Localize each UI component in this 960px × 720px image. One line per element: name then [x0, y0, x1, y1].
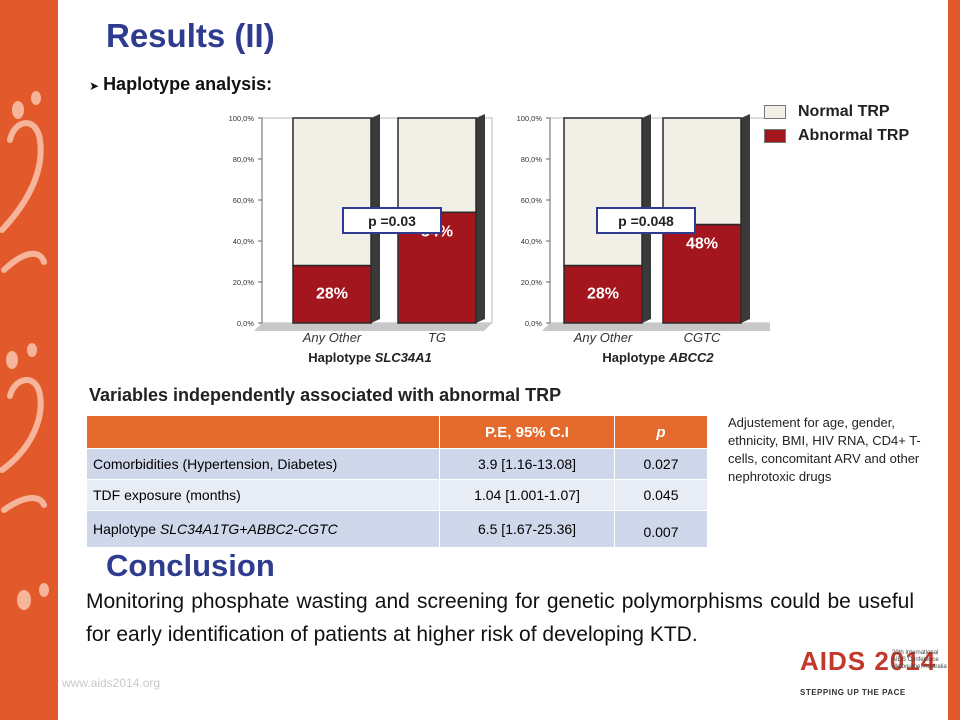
y-tick-label: 80,0%	[233, 155, 255, 164]
x-axis-label: Haplotype SLC34A1	[308, 350, 432, 365]
bar-data-label: 28%	[316, 286, 348, 303]
table-header-row: P.E, 95% C.I p	[86, 415, 708, 449]
website-url: www.aids2014.org	[62, 676, 161, 690]
chart-2: 0,0% 20,0% 40,0% 60,0% 80,0% 100,0% 28% Any Oth…	[517, 114, 770, 365]
chart-floor	[254, 323, 492, 331]
table-row: Haplotype SLC34A1TG+ABBC2-CGTC 6.5 [1.67…	[86, 510, 708, 548]
y-tick-label: 0,0%	[525, 319, 542, 328]
table-cell-variable: Haplotype SLC34A1TG+ABBC2-CGTC	[86, 510, 440, 548]
table-header-p: p	[614, 415, 708, 449]
legend-item-normal: Normal TRP	[764, 100, 909, 124]
haplotype-charts: 0,0% 20,0% 40,0% 60,0% 80,0% 100,0% 28% Any Oth…	[229, 114, 770, 365]
table-header-p-text: p	[656, 423, 666, 441]
table-cell-p: 0.027	[614, 448, 708, 480]
logo-tagline: STEPPING UP THE PACE	[800, 688, 906, 697]
charts-root: 0,0% 20,0% 40,0% 60,0% 80,0% 100,0% 28% Any Oth…	[229, 114, 770, 365]
x-category-label: TG	[428, 330, 446, 345]
table-cell-p: 0.045	[614, 479, 708, 511]
y-tick-label: 0,0%	[237, 319, 254, 328]
table-row: TDF exposure (months) 1.04 [1.001-1.07] …	[86, 479, 708, 511]
variables-title: Variables independently associated with …	[89, 385, 562, 405]
adjustment-note: Adjustement for age, gender, ethnicity, …	[728, 415, 921, 484]
chart-legend: Normal TRP Abnormal TRP	[764, 100, 909, 148]
p-value-label: p =0.03	[368, 213, 416, 229]
table-cell-estimate: 6.5 [1.67-25.36]	[439, 510, 615, 548]
left-decorative-band	[0, 0, 58, 720]
table-cell-p: 0.007	[614, 510, 708, 548]
legend-label-abnormal: Abnormal TRP	[798, 127, 910, 144]
right-decorative-band	[948, 0, 960, 720]
x-axis-label-prefix: Haplotype	[602, 350, 668, 365]
bar-side	[476, 114, 485, 323]
table-row: Comorbidities (Hypertension, Diabetes) 3…	[86, 448, 708, 480]
arrow-bullet-icon: ➤	[89, 79, 100, 93]
y-tick-label: 100,0%	[517, 114, 543, 123]
x-axis-label-gene: ABCC2	[668, 350, 715, 365]
x-category-label: Any Other	[302, 330, 362, 345]
table-header-estimate: P.E, 95% C.I	[439, 415, 615, 449]
y-tick-label: 20,0%	[521, 278, 543, 287]
x-category-label: Any Other	[573, 330, 633, 345]
footprints-decoration	[0, 91, 49, 610]
table-header-variable	[86, 415, 440, 449]
y-tick-label: 40,0%	[233, 237, 255, 246]
legend-swatch-abnormal	[764, 129, 786, 143]
slide-title: Results (II)	[106, 17, 275, 54]
conclusion-text: Monitoring phosphate wasting and screeni…	[86, 590, 914, 646]
legend-item-abnormal: Abnormal TRP	[764, 124, 909, 148]
x-axis-label-prefix: Haplotype	[308, 350, 374, 365]
bar-normal-segment	[397, 117, 477, 214]
y-tick-label: 60,0%	[233, 196, 255, 205]
x-category-label: CGTC	[684, 330, 721, 345]
p-value-box	[596, 207, 696, 234]
p-value-box	[342, 207, 442, 234]
table-cell-variable: TDF exposure (months)	[86, 479, 440, 511]
y-tick-label: 40,0%	[521, 237, 543, 246]
conclusion-title: Conclusion	[106, 548, 275, 583]
x-axis-label-gene: SLC34A1	[375, 350, 432, 365]
y-tick-label: 100,0%	[229, 114, 255, 123]
table-cell-estimate: 1.04 [1.001-1.07]	[439, 479, 615, 511]
y-tick-label: 80,0%	[521, 155, 543, 164]
legend-label-normal: Normal TRP	[798, 103, 890, 120]
x-axis-label: Haplotype ABCC2	[602, 350, 714, 365]
haplotype-label: Haplotype	[93, 521, 160, 537]
logo-main-text: AIDS 2014	[800, 646, 937, 676]
p-value-label: p =0.048	[618, 213, 674, 229]
bar-side	[741, 114, 750, 323]
legend-swatch-normal	[764, 105, 786, 119]
haplotype-subheading-text: Haplotype analysis:	[103, 74, 273, 94]
table-cell-estimate: 3.9 [1.16-13.08]	[439, 448, 615, 480]
bar-data-label: 28%	[587, 286, 619, 303]
conference-logo: AIDS 2014 20th International AIDS Confer…	[800, 646, 947, 697]
chart-1: 0,0% 20,0% 40,0% 60,0% 80,0% 100,0% 28% Any Oth…	[229, 114, 493, 365]
table-cell-variable: Comorbidities (Hypertension, Diabetes)	[86, 448, 440, 480]
haplotype-genes: SLC34A1TG+ABBC2-CGTC	[159, 521, 338, 537]
bar-normal-segment	[292, 117, 372, 267]
bar-abnormal-segment	[292, 264, 372, 324]
y-tick-label: 60,0%	[521, 196, 543, 205]
bar-normal-segment	[563, 117, 643, 267]
bar-abnormal-segment	[563, 264, 643, 324]
bar-data-label: 48%	[686, 236, 718, 253]
chart-floor	[542, 323, 770, 331]
logo-small-text: 20th International AIDS Conference Melbo…	[892, 650, 947, 670]
y-tick-label: 20,0%	[233, 278, 255, 287]
results-table: P.E, 95% C.I p Comorbidities (Hypertensi…	[86, 415, 708, 548]
haplotype-subheading: ➤ Haplotype analysis:	[89, 74, 272, 95]
bar-abnormal-segment	[662, 223, 742, 324]
